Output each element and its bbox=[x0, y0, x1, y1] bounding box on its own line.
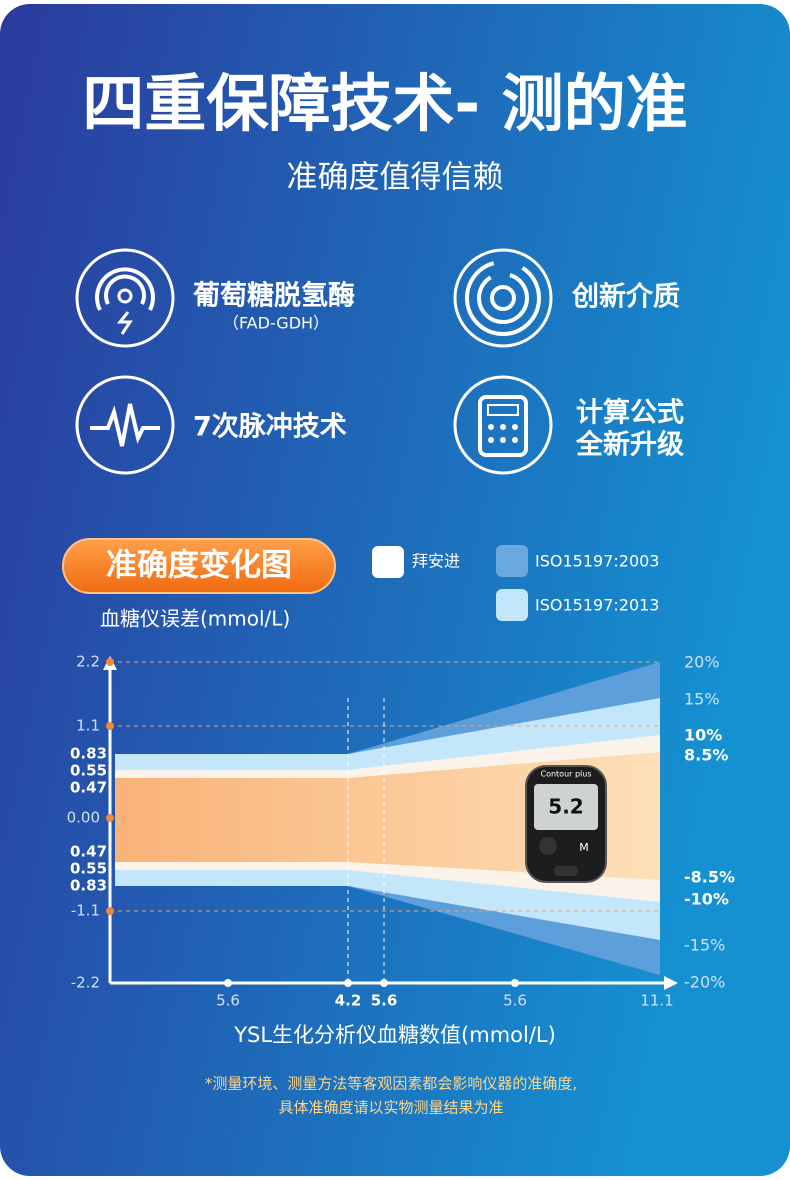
guides bbox=[110, 661, 660, 983]
device-reading: 5.2 bbox=[548, 795, 583, 819]
badge-text: 准确度变化图 bbox=[106, 548, 292, 584]
y-tick-label: 0.83 bbox=[70, 745, 107, 763]
footnote: 具体准确度请以实物测量结果为准 bbox=[278, 1099, 503, 1117]
y-tick-label: 0.47 bbox=[70, 843, 107, 861]
y-tick-label: 0.47 bbox=[70, 779, 107, 797]
footnote: *测量环境、测量方法等客观因素都会影响仪器的准确度, bbox=[205, 1075, 577, 1093]
y-tick-label: 0.83 bbox=[70, 877, 107, 895]
band-label: -15% bbox=[684, 936, 725, 955]
y-axis-title: 血糖仪误差(mmol/L) bbox=[100, 607, 290, 631]
y-tick-label: 0.55 bbox=[70, 860, 107, 878]
device-brand: Contour plus bbox=[540, 770, 591, 779]
band-label: 20% bbox=[684, 653, 720, 672]
legend-swatch bbox=[372, 546, 404, 578]
feature-label: 7次脉冲技术 bbox=[193, 412, 347, 443]
band-label: -10% bbox=[684, 890, 729, 909]
feature-sublabel: （FAD-GDH） bbox=[223, 314, 329, 333]
legend-label: ISO15197:2003 bbox=[535, 552, 659, 571]
legend-label: 拜安进 bbox=[412, 552, 460, 571]
title: 四重保障技术- 测的准 bbox=[82, 67, 687, 140]
band-label: -8.5% bbox=[684, 868, 735, 887]
y-tick-label: 0.55 bbox=[70, 762, 107, 780]
device-button: M bbox=[579, 841, 589, 854]
feature-icons bbox=[75, 248, 553, 475]
subtitle: 准确度值得信赖 bbox=[287, 160, 504, 196]
feature-label: 创新介质 bbox=[571, 281, 680, 313]
band-label: -20% bbox=[684, 973, 725, 992]
y-tick-label: -2.2 bbox=[71, 974, 100, 992]
x-tick-label: 11.1 bbox=[640, 992, 673, 1010]
legend-label: ISO15197:2013 bbox=[535, 596, 659, 615]
band-label: 8.5% bbox=[684, 746, 728, 765]
axis-dots bbox=[224, 979, 519, 987]
legend-swatch bbox=[496, 545, 528, 577]
badge bbox=[62, 538, 336, 594]
bands bbox=[115, 662, 660, 975]
device bbox=[525, 765, 607, 883]
feature-label: 葡萄糖脱氢酶 bbox=[193, 280, 355, 312]
x-tick-label: 5.6 bbox=[503, 992, 527, 1010]
axis-dots bbox=[106, 658, 114, 915]
band-label: 15% bbox=[684, 690, 720, 709]
y-tick-label: 0.00 bbox=[67, 809, 100, 827]
band-label: 10% bbox=[684, 726, 722, 745]
feature-label: 计算公式 bbox=[576, 397, 684, 429]
feature-label: 全新升级 bbox=[575, 429, 684, 461]
y-tick-label: 2.2 bbox=[76, 653, 100, 671]
x-tick-label: 4.2 bbox=[335, 992, 362, 1010]
x-axis-title: YSL生化分析仪血糖数值(mmol/L) bbox=[233, 1023, 556, 1047]
y-tick-label: 1.1 bbox=[76, 717, 100, 735]
x-tick-label: 5.6 bbox=[371, 992, 398, 1010]
x-tick-label: 5.6 bbox=[216, 992, 240, 1010]
y-tick-label: -1.1 bbox=[71, 902, 100, 920]
legend-swatch bbox=[496, 589, 528, 621]
